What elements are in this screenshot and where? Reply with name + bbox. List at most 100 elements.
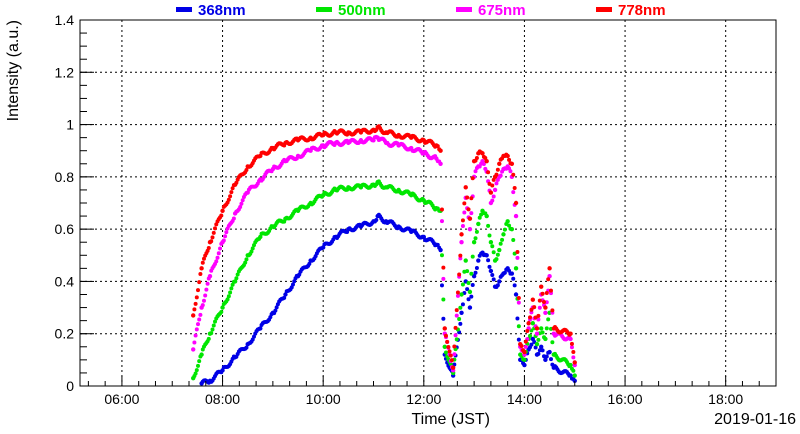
data-point: [513, 213, 519, 219]
data-point: [469, 196, 474, 201]
y-tick-label: 0.8: [55, 169, 75, 185]
data-point: [492, 187, 498, 193]
data-point: [191, 313, 196, 318]
data-point: [476, 221, 481, 227]
data-point: [232, 279, 238, 284]
data-point: [498, 173, 503, 178]
data-point: [490, 198, 495, 203]
data-point: [509, 226, 515, 232]
data-point: [516, 300, 521, 305]
data-point: [197, 317, 202, 322]
legend-swatch: [456, 7, 472, 12]
data-point: [488, 190, 494, 195]
data-point: [525, 328, 530, 333]
data-point: [473, 236, 478, 241]
data-point: [438, 247, 443, 253]
data-point: [474, 265, 479, 270]
data-point: [522, 357, 527, 363]
data-point: [543, 357, 548, 363]
data-point: [513, 266, 519, 271]
data-point: [258, 326, 263, 331]
legend-label: 500nm: [338, 2, 386, 19]
data-point: [216, 251, 221, 256]
data-point: [290, 282, 295, 287]
data-point: [480, 151, 485, 156]
data-point: [481, 161, 486, 166]
data-point: [282, 295, 287, 300]
data-point: [194, 327, 199, 332]
data-point: [494, 172, 499, 177]
data-point: [523, 339, 528, 344]
data-point: [495, 167, 500, 172]
data-point: [438, 148, 443, 153]
series-778nm: [191, 124, 577, 370]
data-point: [543, 310, 548, 315]
data-point: [439, 253, 444, 258]
axes: 06:00 08:00 10:00 12:00 14:00 16:00 18:00 0 0.2 0…: [55, 12, 777, 407]
data-point: [544, 326, 549, 331]
data-point: [540, 348, 545, 353]
data-point: [486, 223, 491, 228]
data-point: [470, 254, 475, 259]
legend: 368nm 500nm 675nm 778nm: [176, 2, 666, 19]
data-point: [459, 310, 464, 315]
data-point: [226, 294, 231, 299]
data-point: [454, 337, 459, 342]
data-point: [213, 319, 218, 324]
data-point: [447, 349, 452, 354]
data-point: [207, 274, 213, 279]
y-tick-label: 1.2: [55, 64, 75, 80]
date-label: 2019-01-16: [714, 411, 796, 428]
data-point: [439, 219, 444, 224]
data-point: [235, 272, 240, 277]
data-point: [220, 368, 225, 373]
data-point: [283, 292, 288, 297]
data-point: [507, 157, 512, 162]
series-675nm: [191, 134, 577, 373]
grid: [80, 20, 776, 386]
data-point: [244, 167, 249, 172]
data-point: [534, 326, 540, 331]
data-point: [459, 232, 464, 237]
data-point: [192, 307, 197, 312]
data-point: [258, 234, 263, 240]
data-point: [536, 313, 541, 318]
data-point: [194, 295, 199, 300]
data-point: [530, 321, 536, 326]
data-point: [540, 330, 545, 335]
legend-label: 675nm: [478, 2, 526, 19]
data-point: [495, 252, 500, 257]
x-tick-label: 16:00: [608, 391, 643, 407]
data-point: [547, 349, 552, 355]
data-point: [205, 281, 210, 286]
data-point: [487, 264, 492, 269]
data-point: [484, 158, 489, 164]
data-point: [455, 293, 460, 298]
data-point: [568, 331, 573, 336]
data-point: [516, 324, 521, 329]
data-point: [528, 315, 533, 320]
data-point: [195, 322, 200, 327]
data-point: [530, 297, 536, 302]
data-point: [515, 249, 520, 254]
data-point: [223, 234, 228, 239]
data-point: [523, 344, 528, 349]
data-point: [449, 358, 454, 363]
data-point: [206, 246, 211, 251]
data-point: [497, 247, 502, 253]
data-point: [568, 336, 573, 342]
data-point: [491, 194, 496, 199]
x-tick-label: 10:00: [306, 391, 341, 407]
data-point: [476, 258, 481, 263]
data-point: [220, 208, 225, 214]
data-point: [569, 341, 574, 346]
data-point: [455, 290, 460, 295]
data-point: [200, 303, 205, 308]
data-point: [439, 207, 444, 212]
data-point: [234, 180, 239, 185]
data-point: [536, 317, 541, 322]
data-point: [452, 352, 457, 357]
data-point: [460, 218, 465, 223]
y-tick-label: 0.6: [55, 221, 75, 237]
data-point: [452, 344, 457, 349]
